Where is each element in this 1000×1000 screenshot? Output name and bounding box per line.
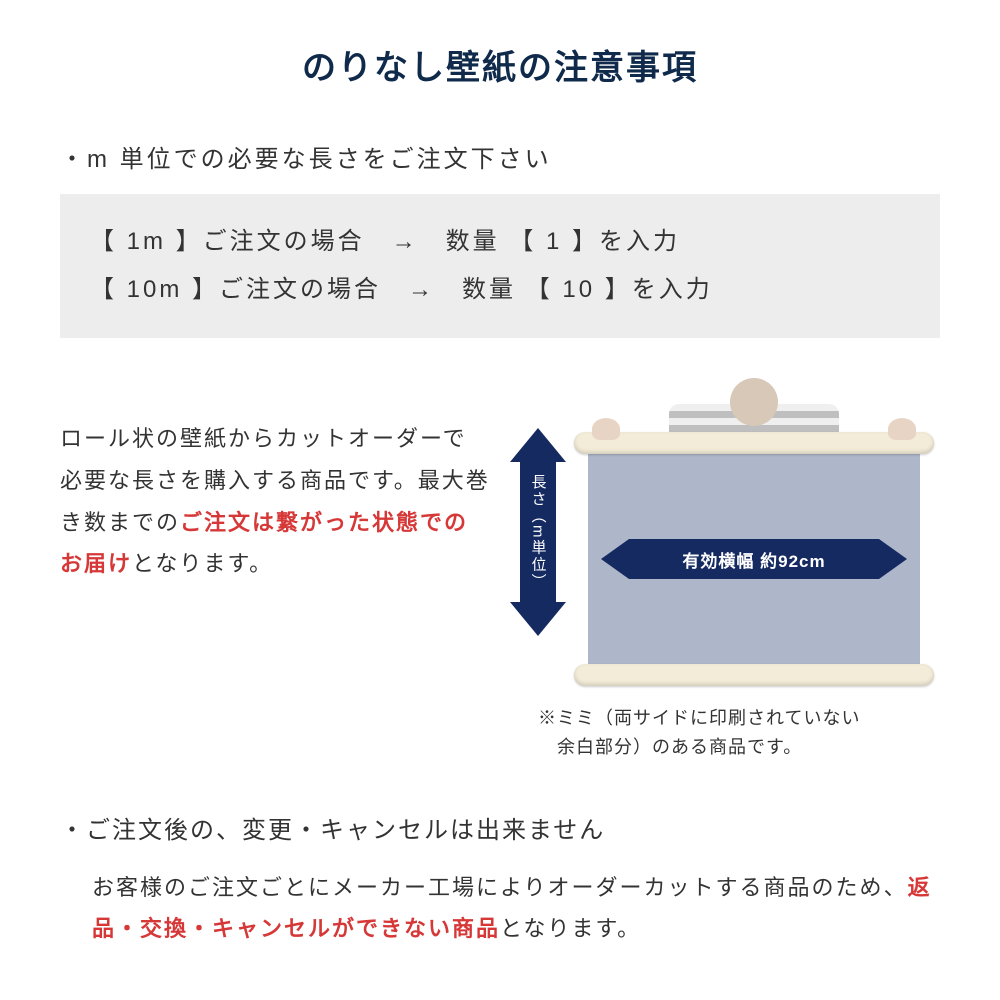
wallpaper-sheet: 有効横幅 約92cm [588,454,920,664]
mid-section: ロール状の壁紙からカットオーダーで必要な長さを購入する商品です。最大巻き数までの… [60,378,940,762]
mimi-line2: 余白部分）のある商品です。 [538,737,802,757]
example-row-1: 【 1m 】ご注文の場合 → 数量 【 1 】を入力 [90,218,910,266]
wallpaper-roll: 有効横幅 約92cm [574,378,934,686]
illustration: 長さ（m単位） 有効横幅 約92cm [510,378,940,762]
arrow-right-icon [879,539,907,579]
arrow-up-icon [510,428,566,462]
page-title: のりなし壁紙の注意事項 [60,40,940,89]
horizontal-arrow: 有効横幅 約92cm [601,539,906,579]
roll-bottom-icon [574,664,934,686]
mimi-note: ※ミミ（両サイドに印刷されていない 余白部分）のある商品です。 [510,704,940,762]
vertical-arrow-bar: 長さ（m単位） [520,462,556,602]
vertical-arrow: 長さ（m単位） [510,428,566,636]
example-row-2: 【 10m 】ご注文の場合 → 数量 【 10 】を入力 [90,266,910,314]
mimi-line1: ※ミミ（両サイドに印刷されていない [538,708,860,728]
section1-heading: ・m 単位での必要な長さをご注文下さい [60,139,940,174]
arrow-left-icon [601,539,629,579]
description-text: ロール状の壁紙からカットオーダーで必要な長さを購入する商品です。最大巻き数までの… [60,378,490,762]
section2-text: お客様のご注文ごとにメーカー工場によりオーダーカットする商品のため、返品・交換・… [60,867,940,951]
sec2-part2: となります。 [500,916,641,941]
vertical-label: 長さ（m単位） [528,474,549,591]
hands-icon [574,418,934,440]
section2-heading: ・ご注文後の、変更・キャンセルは出来ません [60,810,940,845]
sec2-part1: お客様のご注文ごとにメーカー工場によりオーダーカットする商品のため、 [92,875,908,900]
arrow-down-icon [510,602,566,636]
example-box: 【 1m 】ご注文の場合 → 数量 【 1 】を入力 【 10m 】ご注文の場合… [60,194,940,338]
section2: ・ご注文後の、変更・キャンセルは出来ません お客様のご注文ごとにメーカー工場によ… [60,810,940,951]
desc-part2: となります。 [132,551,273,576]
horizontal-label: 有効横幅 約92cm [629,539,878,579]
